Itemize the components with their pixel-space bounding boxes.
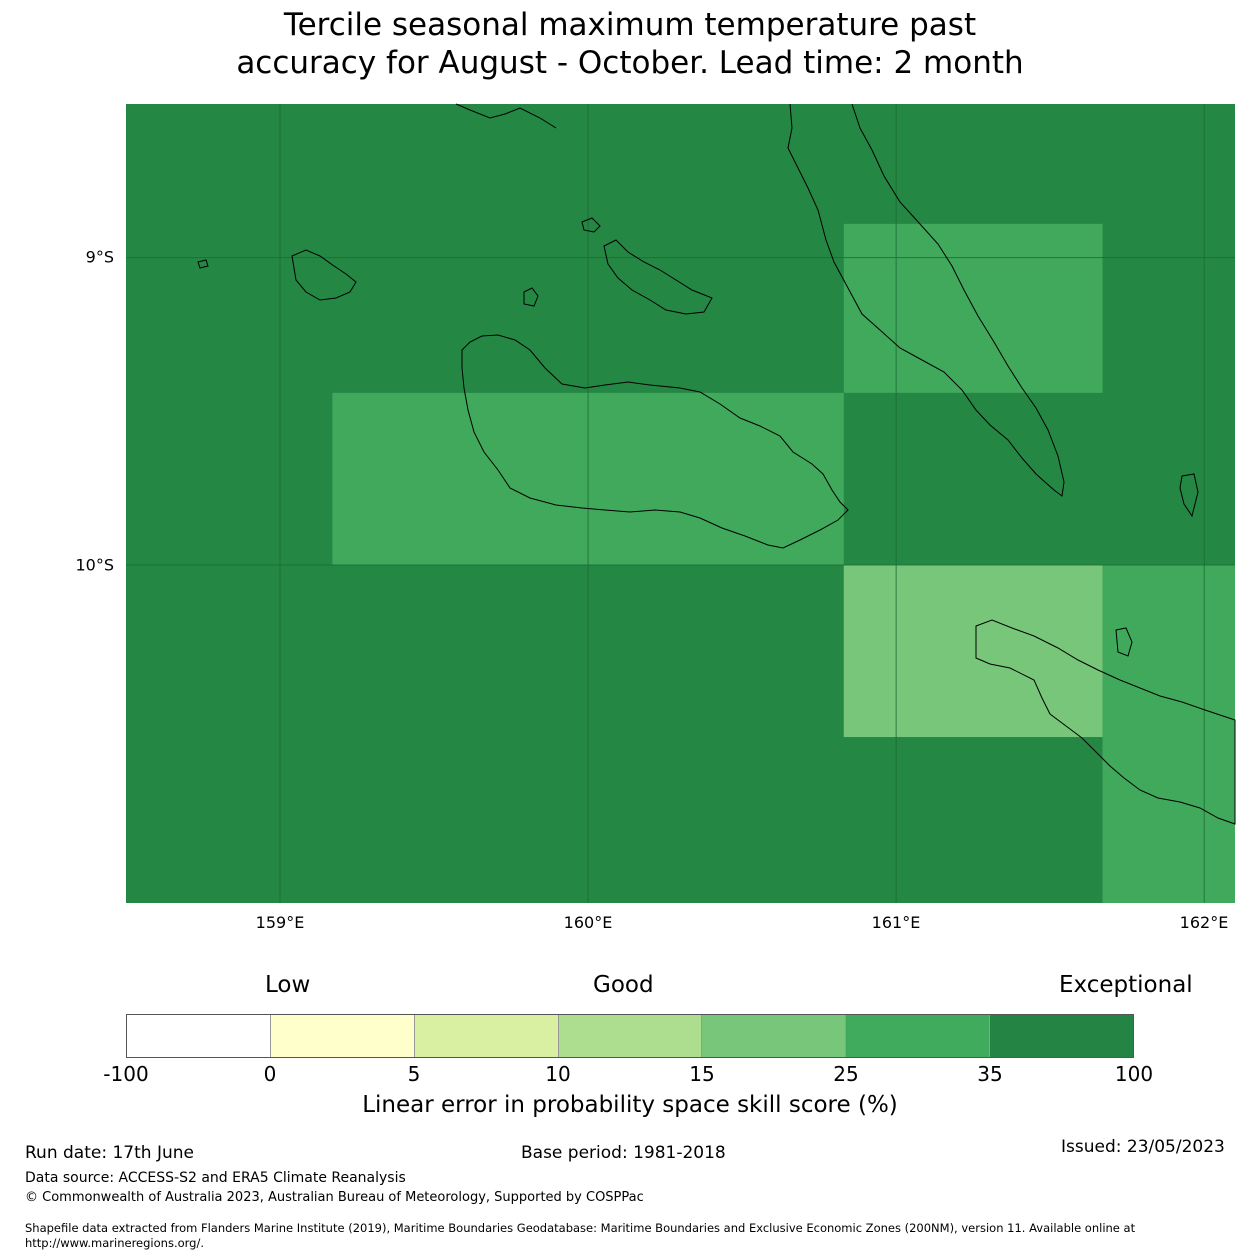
lat-label-9s: 9°S [85, 247, 114, 267]
legend-category-low: Low [265, 972, 311, 998]
coastline-west-islet [197, 259, 209, 269]
colorbar-segment [414, 1015, 559, 1057]
colorbar-tick: 10 [545, 1062, 571, 1086]
lon-label-162e: 162°E [1179, 913, 1229, 932]
coastline-makira [975, 619, 1236, 825]
colorbar [126, 1014, 1134, 1058]
coastline-malaita [787, 103, 1065, 497]
colorbar-segment [846, 1015, 991, 1057]
colorbar-segment [558, 1015, 703, 1057]
skill-cell [1102, 564, 1235, 903]
coastline-north-edge [455, 103, 557, 129]
colorbar-tick: 35 [977, 1062, 1003, 1086]
base-period: Base period: 1981-2018 [521, 1143, 726, 1163]
run-date: Run date: 17th June [25, 1143, 194, 1163]
colorbar-segment [990, 1015, 1134, 1057]
marineregions-url: http://www.marineregions.org/. [25, 1236, 204, 1250]
coastline-savo [523, 287, 539, 307]
colorbar-segment [127, 1015, 271, 1057]
coastline-russell-islands [291, 249, 357, 301]
lon-label-160e: 160°E [563, 913, 613, 932]
coastline-east-islet [1179, 473, 1199, 518]
colorbar-title: Linear error in probability space skill … [362, 1092, 898, 1118]
legend-category-good: Good [593, 972, 654, 998]
lon-label-161e: 161°E [871, 913, 921, 932]
colorbar-tick: 100 [1114, 1062, 1154, 1086]
colorbar-tick: 0 [263, 1062, 277, 1086]
skill-map [126, 103, 1236, 903]
skill-cell [843, 564, 1103, 738]
coastline-guadalcanal [461, 334, 849, 549]
data-source: Data source: ACCESS-S2 and ERA5 Climate … [25, 1170, 406, 1186]
colorbar-tick: 25 [833, 1062, 859, 1086]
colorbar-segment [702, 1015, 847, 1057]
map-title: Tercile seasonal maximum temperature pas… [0, 6, 1260, 82]
colorbar-tick: -100 [103, 1062, 149, 1086]
legend-category-exceptional: Exceptional [1059, 972, 1193, 998]
coastline-ulawa [1115, 627, 1133, 657]
title-line-1: Tercile seasonal maximum temperature pas… [283, 7, 977, 43]
lon-label-159e: 159°E [255, 913, 305, 932]
colorbar-tick: 5 [407, 1062, 421, 1086]
skill-cell [843, 223, 1103, 393]
colorbar-segment [270, 1015, 415, 1057]
copyright: © Commonwealth of Australia 2023, Austra… [25, 1190, 644, 1205]
colorbar-tick: 15 [689, 1062, 715, 1086]
coastline-florida-islands [603, 239, 713, 315]
title-line-2: accuracy for August - October. Lead time… [236, 45, 1024, 81]
lat-label-10s: 10°S [75, 555, 114, 575]
issued-date: Issued: 23/05/2023 [1061, 1137, 1225, 1157]
coastline-nggela-north [581, 217, 601, 233]
shapefile-credit: Shapefile data extracted from Flanders M… [25, 1221, 1136, 1235]
